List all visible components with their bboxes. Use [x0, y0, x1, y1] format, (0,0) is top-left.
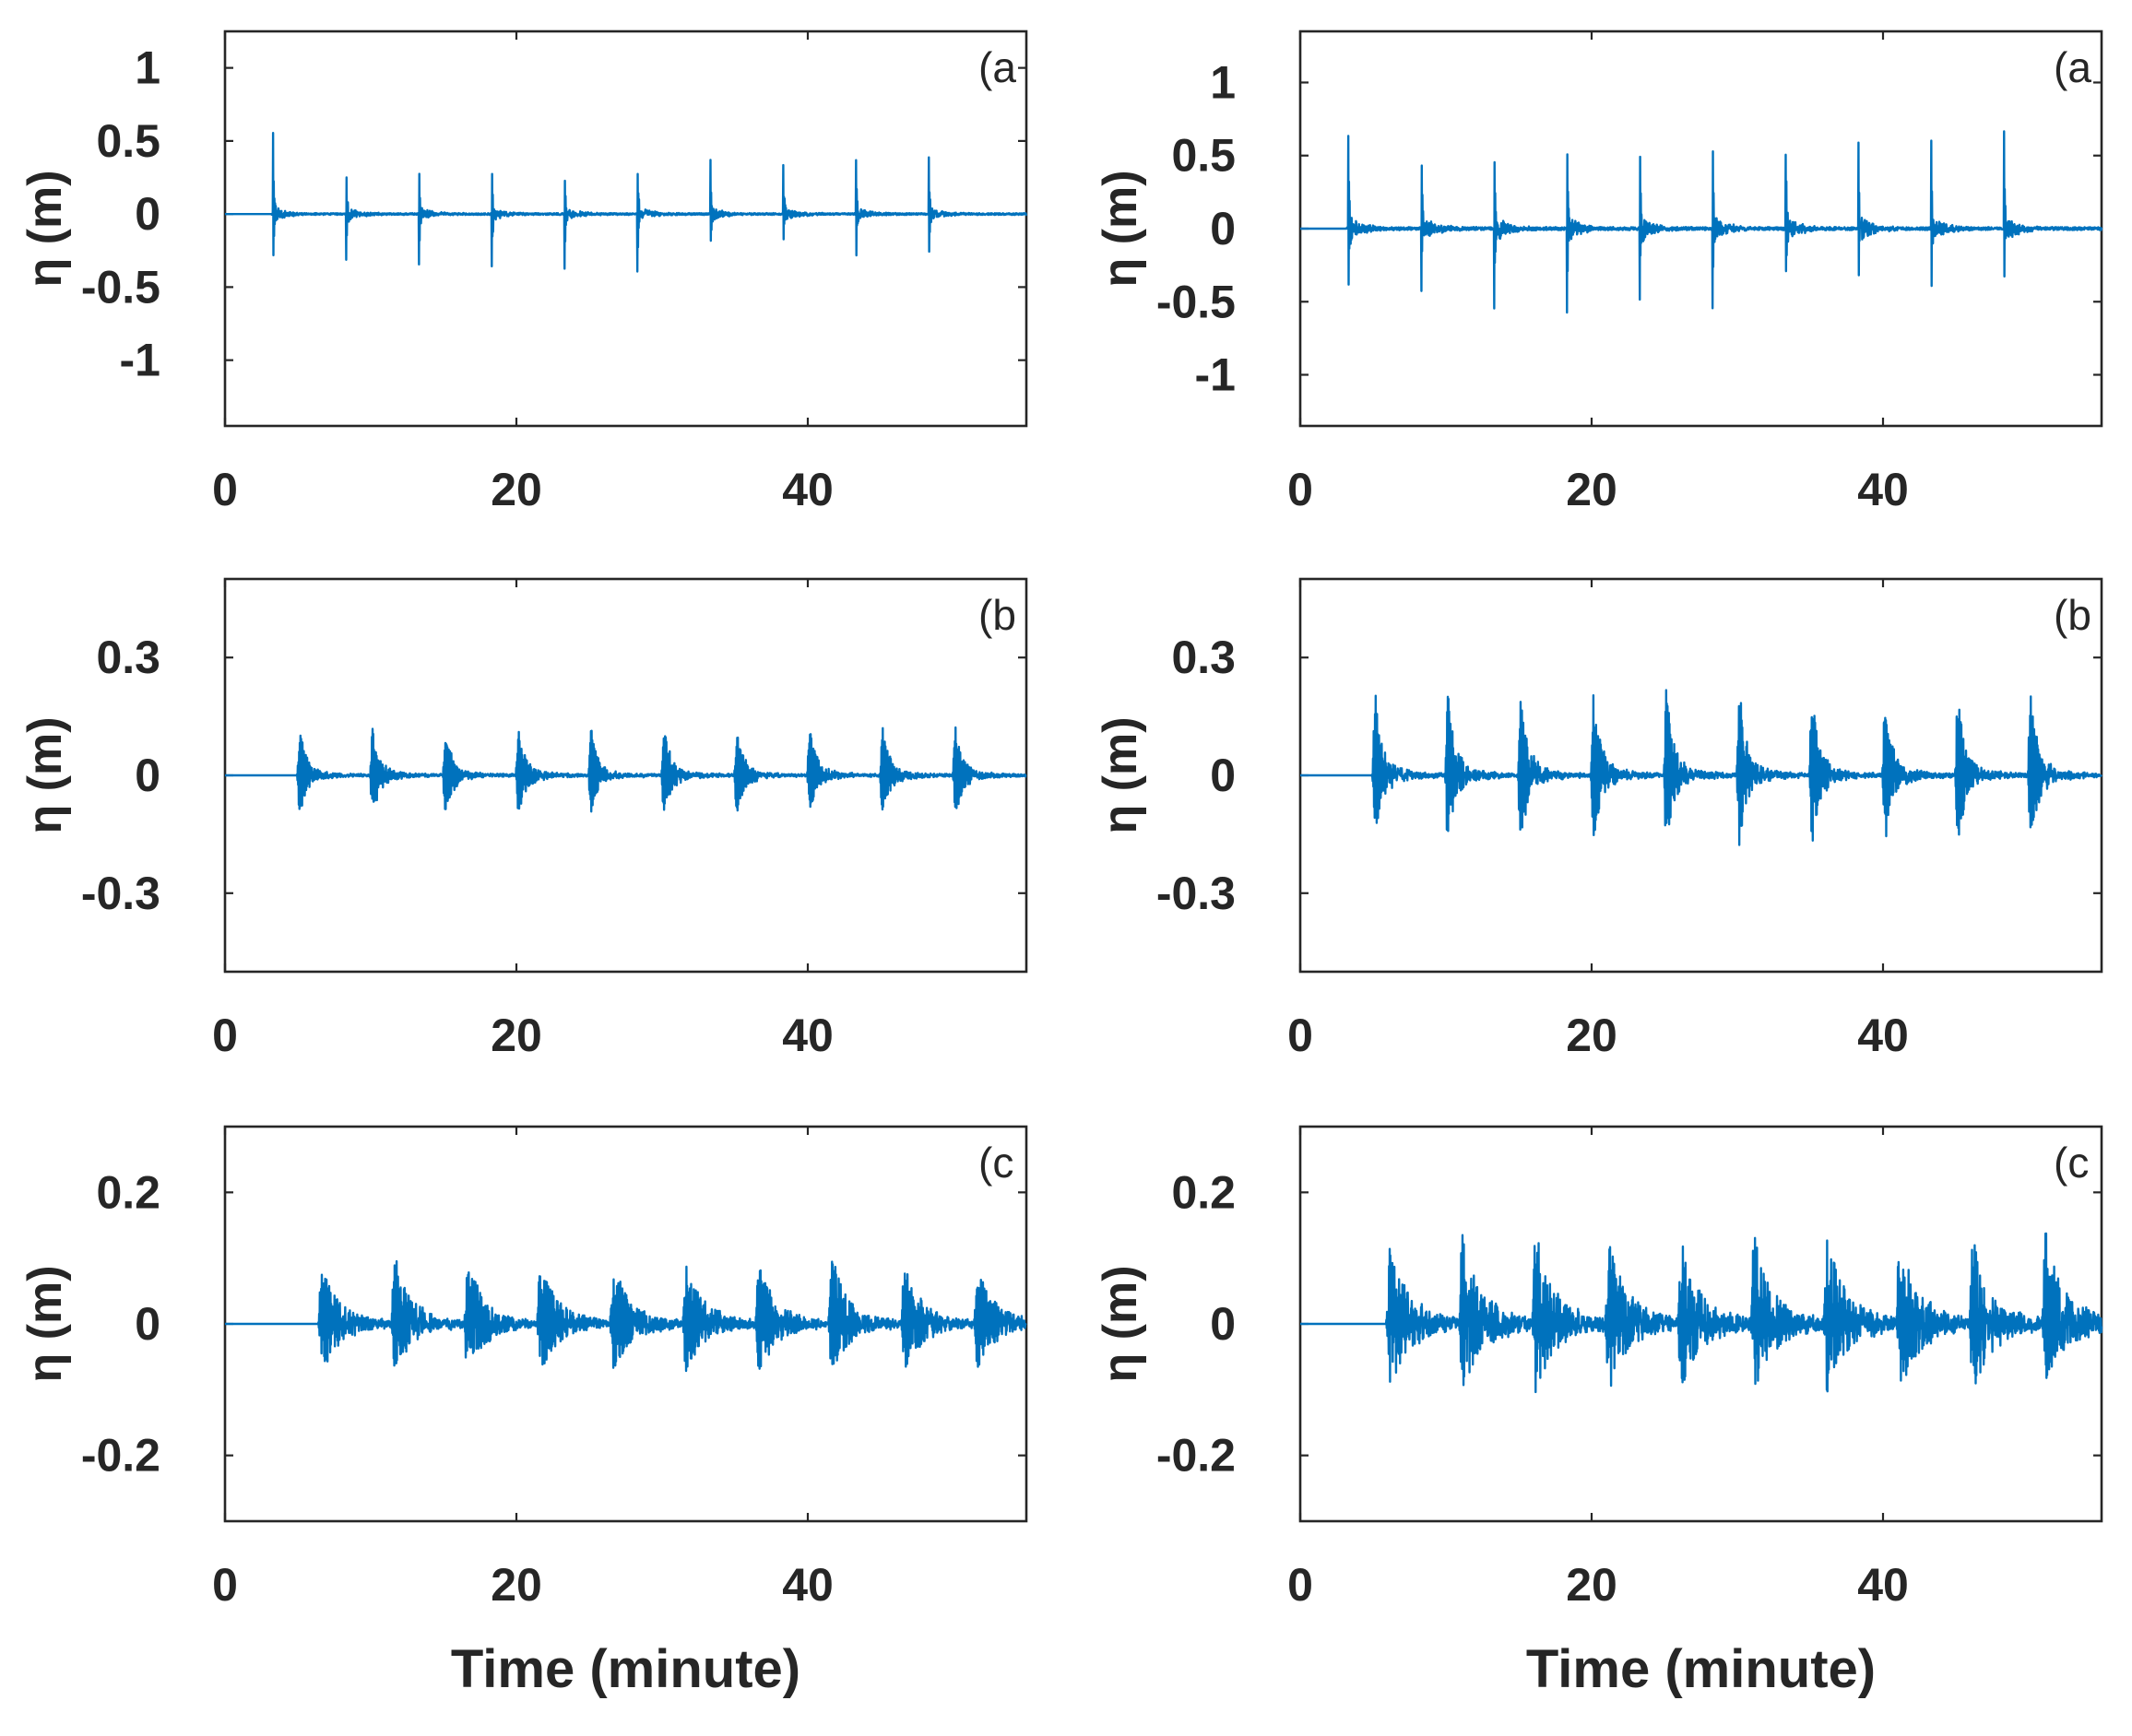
x-tick-label: 0: [212, 1010, 238, 1061]
panel-right-c: 0 20 40 0.2 0 -0.2 (c η (m) Time (minute): [1094, 1125, 2103, 1699]
y-tick-label: 0: [1210, 1298, 1236, 1350]
y-axis-label: η (m): [18, 1265, 72, 1382]
series-line-right-a: [1299, 130, 2103, 314]
series-line-left-a: [224, 132, 1028, 273]
panel-label: (c: [2054, 1139, 2089, 1187]
y-tick-label: -0.3: [1156, 868, 1236, 919]
y-tick-label: 0.2: [96, 1166, 160, 1218]
y-tick-label: 0.5: [96, 115, 160, 167]
panel-label: (b: [2054, 591, 2091, 639]
x-tick-label: 20: [1566, 1559, 1617, 1611]
y-axis-label: η (m): [18, 716, 72, 833]
y-tick-label: -0.5: [1156, 276, 1236, 327]
y-tick-label: -0.2: [1156, 1430, 1236, 1482]
series-line-right-c: [1299, 1232, 2103, 1394]
x-tick-label: 20: [1566, 464, 1617, 515]
y-axis-label: η (m): [1094, 170, 1147, 287]
x-tick-label: 0: [1287, 464, 1313, 515]
x-tick-label: 40: [1857, 1010, 1909, 1061]
x-tick-label: 0: [212, 464, 238, 515]
y-axis-label: η (m): [18, 170, 72, 287]
y-tick-label: 0.3: [1171, 632, 1236, 683]
panel-right-a: 0 20 40 1 0.5 0 -0.5 -1 (a η (m): [1094, 30, 2103, 515]
x-tick-label: 40: [1857, 1559, 1909, 1611]
x-tick-label: 0: [212, 1559, 238, 1611]
x-tick-label: 20: [491, 1559, 542, 1611]
series-line-left-c: [224, 1259, 1027, 1373]
y-tick-label: -0.2: [81, 1430, 160, 1482]
x-tick-label: 40: [782, 1559, 834, 1611]
x-tick-label: 40: [1857, 464, 1909, 515]
panel-left-c: 0 20 40 0.2 0 -0.2 (c η (m) Time (minute): [18, 1125, 1028, 1699]
panel-left-a: 0 20 40 1 0.5 0 -0.5 -1 (a η (m): [18, 30, 1028, 515]
y-axis-label: η (m): [1094, 716, 1147, 833]
panel-left-b: 0 20 40 0.3 0 -0.3 (b η (m): [18, 577, 1028, 1061]
y-tick-label: 0: [1210, 750, 1236, 801]
y-tick-label: 0: [135, 188, 160, 240]
panel-label: (a: [2054, 43, 2091, 91]
x-axis-label: Time (minute): [451, 1639, 800, 1699]
y-tick-label: -0.5: [81, 261, 160, 313]
y-tick-label: -1: [1195, 349, 1236, 401]
x-tick-label: 40: [782, 1010, 834, 1061]
y-tick-label: -0.3: [81, 868, 160, 919]
x-axis-label: Time (minute): [1526, 1639, 1876, 1699]
y-tick-label: -1: [120, 335, 160, 386]
panel-right-b: 0 20 40 0.3 0 -0.3 (b η (m): [1094, 577, 2103, 1061]
y-tick-label: 0.2: [1171, 1166, 1236, 1218]
y-tick-label: 0: [135, 1298, 160, 1350]
series-line-left-b: [224, 726, 1027, 813]
series-line-right-b: [1299, 689, 2103, 846]
panel-label: (b: [978, 591, 1016, 639]
x-tick-label: 20: [491, 464, 542, 515]
y-tick-label: 1: [135, 42, 160, 94]
plot-area-left-a: [223, 30, 1028, 428]
panel-label: (c: [978, 1139, 1013, 1187]
x-tick-label: 20: [491, 1010, 542, 1061]
x-tick-label: 40: [782, 464, 834, 515]
y-tick-label: 0: [135, 750, 160, 801]
panel-label: (a: [978, 43, 1016, 91]
y-axis-label: η (m): [1094, 1265, 1147, 1382]
x-tick-label: 20: [1566, 1010, 1617, 1061]
x-tick-label: 0: [1287, 1559, 1313, 1611]
y-tick-label: 0: [1210, 203, 1236, 254]
y-tick-label: 1: [1210, 56, 1236, 108]
y-tick-label: 0.3: [96, 632, 160, 683]
y-tick-label: 0.5: [1171, 130, 1236, 182]
x-tick-label: 0: [1287, 1010, 1313, 1061]
